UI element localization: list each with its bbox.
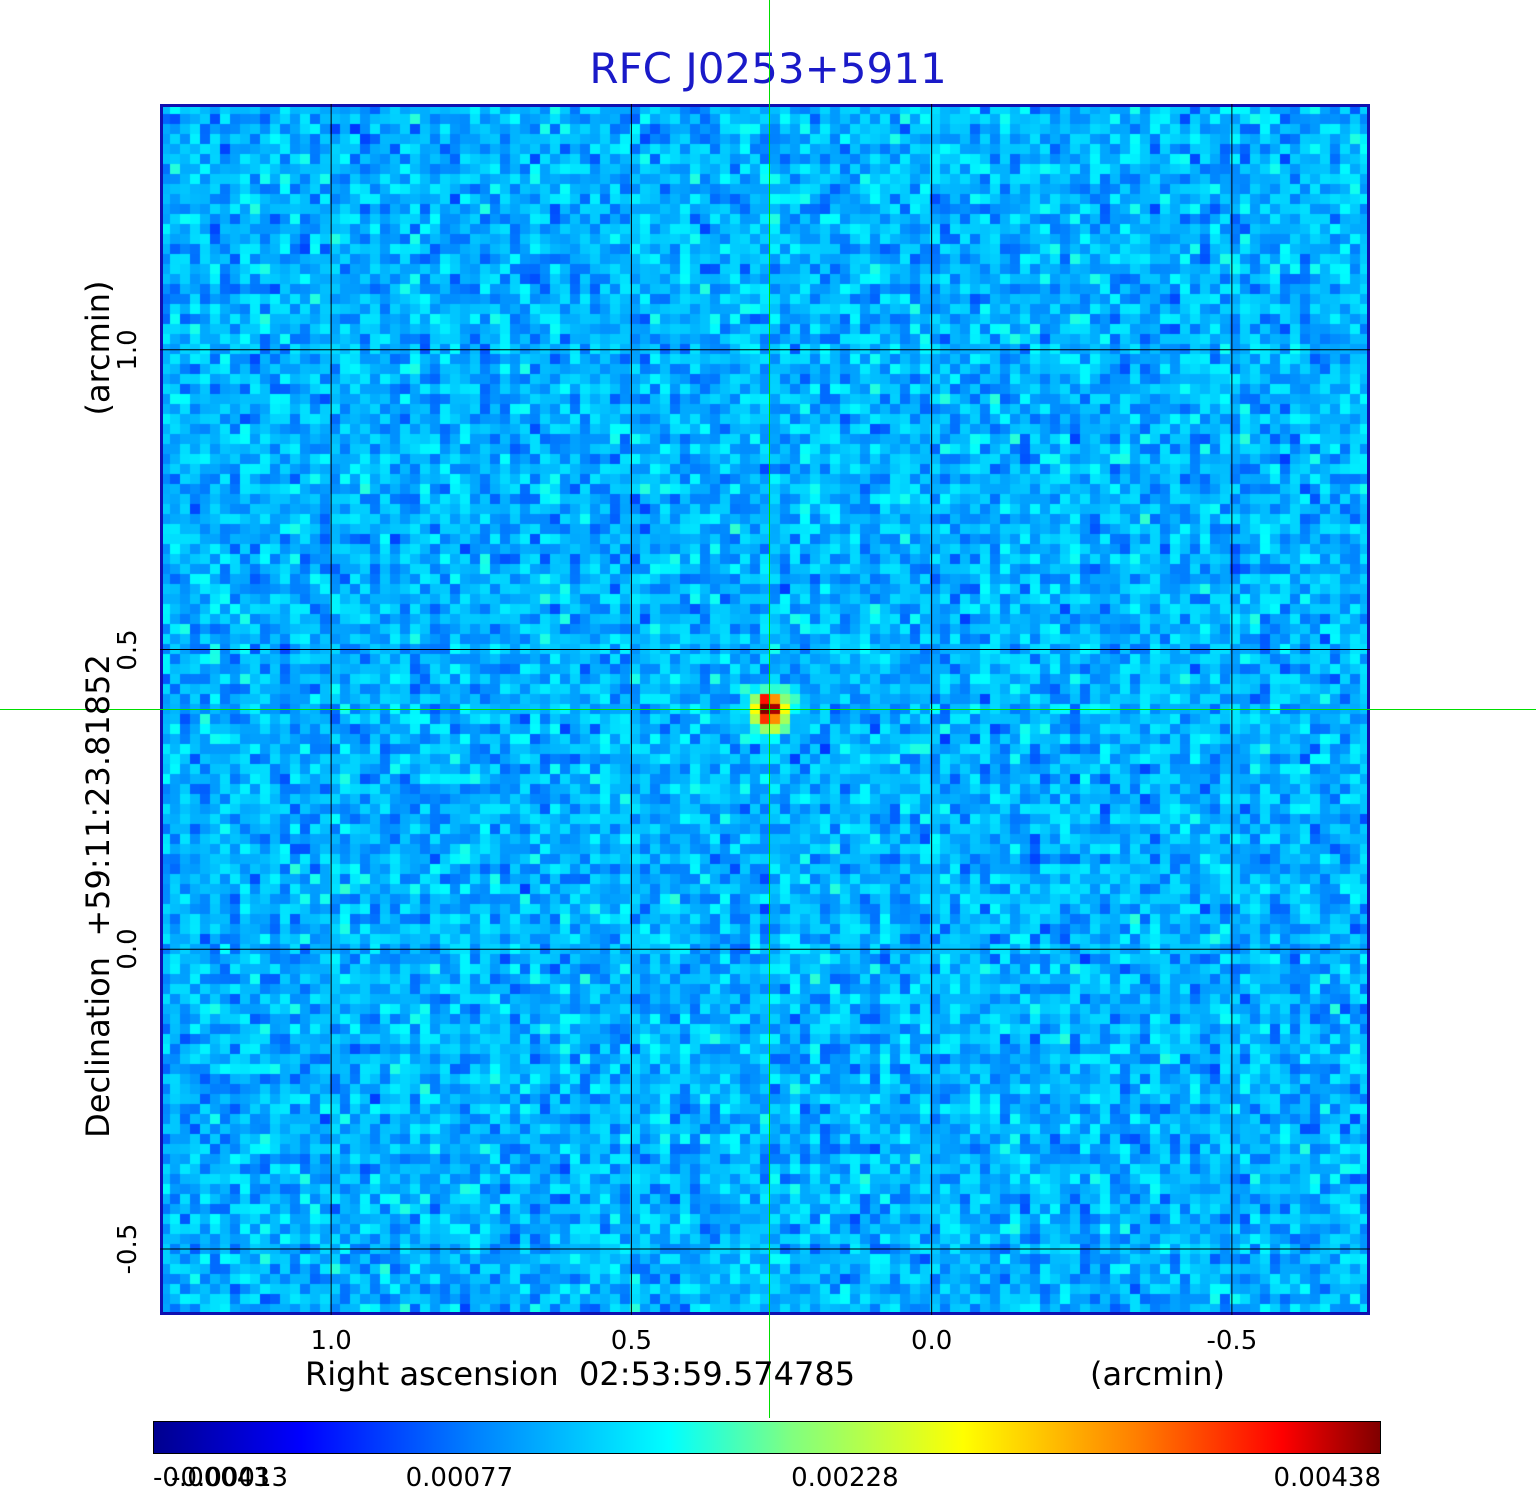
colorbar bbox=[153, 1421, 1381, 1454]
y-tick-label: 1.0 bbox=[113, 329, 143, 371]
x-axis-unit: (arcmin) bbox=[1090, 1355, 1225, 1393]
x-tick-label: -0.5 bbox=[1206, 1326, 1258, 1356]
y-tick-label: 0.5 bbox=[113, 628, 143, 671]
y-tick-label: 0.0 bbox=[113, 928, 143, 970]
colorbar-tick-label: -0.00013 bbox=[171, 1463, 289, 1493]
y-tick-label: -0.5 bbox=[113, 1223, 143, 1275]
colorbar-tick-label: 0.00077 bbox=[405, 1463, 514, 1493]
y-axis-label: Declination +59:11:23.81852 bbox=[79, 654, 117, 1138]
x-tick-label: 1.0 bbox=[310, 1326, 352, 1356]
x-tick-label: 0.5 bbox=[610, 1326, 653, 1356]
chart-title: RFC J0253+5911 bbox=[589, 44, 947, 93]
colorbar-tick-label: 0.00228 bbox=[791, 1463, 899, 1493]
x-tick-label: 0.0 bbox=[910, 1326, 953, 1356]
colorbar-tick-label: -0.00043 bbox=[153, 1463, 270, 1493]
x-axis-label: Right ascension 02:53:59.574785 bbox=[305, 1355, 856, 1393]
y-axis-unit: (arcmin) bbox=[79, 280, 117, 416]
colorbar-tick-label: 0.00438 bbox=[1273, 1463, 1381, 1493]
